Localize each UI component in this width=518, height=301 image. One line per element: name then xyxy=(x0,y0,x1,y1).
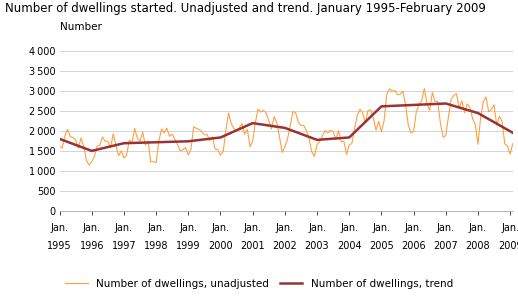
Number of dwellings, trend xyxy=(228,131,234,135)
Text: Jan.: Jan. xyxy=(340,223,358,233)
Text: 1996: 1996 xyxy=(79,241,104,251)
Text: 1997: 1997 xyxy=(111,241,136,251)
Text: Jan.: Jan. xyxy=(405,223,423,233)
Text: Number of dwellings started. Unadjusted and trend. January 1995-February 2009: Number of dwellings started. Unadjusted … xyxy=(5,2,486,14)
Number of dwellings, trend xyxy=(56,137,63,141)
Text: Jan.: Jan. xyxy=(83,223,101,233)
Text: 2004: 2004 xyxy=(337,241,362,251)
Number of dwellings, trend xyxy=(510,131,516,135)
Text: Jan.: Jan. xyxy=(211,223,229,233)
Text: 2003: 2003 xyxy=(305,241,329,251)
Number of dwellings, unadjusted xyxy=(421,87,427,90)
Text: 2005: 2005 xyxy=(369,241,394,251)
Text: 2008: 2008 xyxy=(466,241,490,251)
Text: 1998: 1998 xyxy=(144,241,168,251)
Number of dwellings, unadjusted xyxy=(277,135,283,139)
Number of dwellings, trend xyxy=(277,125,283,129)
Line: Number of dwellings, trend: Number of dwellings, trend xyxy=(60,104,513,151)
Number of dwellings, trend xyxy=(443,102,449,105)
Text: 1995: 1995 xyxy=(47,241,72,251)
Text: 2000: 2000 xyxy=(208,241,233,251)
Number of dwellings, unadjusted xyxy=(510,142,516,145)
Number of dwellings, trend xyxy=(467,109,473,113)
Text: Jan.: Jan. xyxy=(179,223,197,233)
Number of dwellings, unadjusted xyxy=(123,154,130,157)
Number of dwellings, unadjusted xyxy=(56,144,63,148)
Text: Jan.: Jan. xyxy=(501,223,518,233)
Text: 1999: 1999 xyxy=(176,241,200,251)
Number of dwellings, unadjusted xyxy=(228,122,234,125)
Line: Number of dwellings, unadjusted: Number of dwellings, unadjusted xyxy=(60,88,513,165)
Text: Jan.: Jan. xyxy=(372,223,391,233)
Text: Jan.: Jan. xyxy=(147,223,165,233)
Number of dwellings, unadjusted xyxy=(467,105,473,109)
Text: Jan.: Jan. xyxy=(276,223,294,233)
Number of dwellings, unadjusted xyxy=(279,151,285,154)
Number of dwellings, unadjusted xyxy=(298,124,304,127)
Text: Jan.: Jan. xyxy=(469,223,487,233)
Text: 2001: 2001 xyxy=(240,241,265,251)
Text: Jan.: Jan. xyxy=(308,223,326,233)
Text: 2007: 2007 xyxy=(434,241,458,251)
Number of dwellings, trend xyxy=(123,141,130,145)
Text: Jan.: Jan. xyxy=(115,223,133,233)
Text: 2006: 2006 xyxy=(401,241,426,251)
Text: Jan.: Jan. xyxy=(243,223,262,233)
Text: 2002: 2002 xyxy=(272,241,297,251)
Text: 2009: 2009 xyxy=(498,241,518,251)
Text: Jan.: Jan. xyxy=(437,223,455,233)
Number of dwellings, unadjusted xyxy=(86,163,92,167)
Legend: Number of dwellings, unadjusted, Number of dwellings, trend: Number of dwellings, unadjusted, Number … xyxy=(61,275,457,293)
Number of dwellings, trend xyxy=(279,126,285,129)
Number of dwellings, trend xyxy=(298,132,304,136)
Number of dwellings, trend xyxy=(89,149,95,153)
Text: Jan.: Jan. xyxy=(51,223,68,233)
Text: Number: Number xyxy=(60,22,102,32)
